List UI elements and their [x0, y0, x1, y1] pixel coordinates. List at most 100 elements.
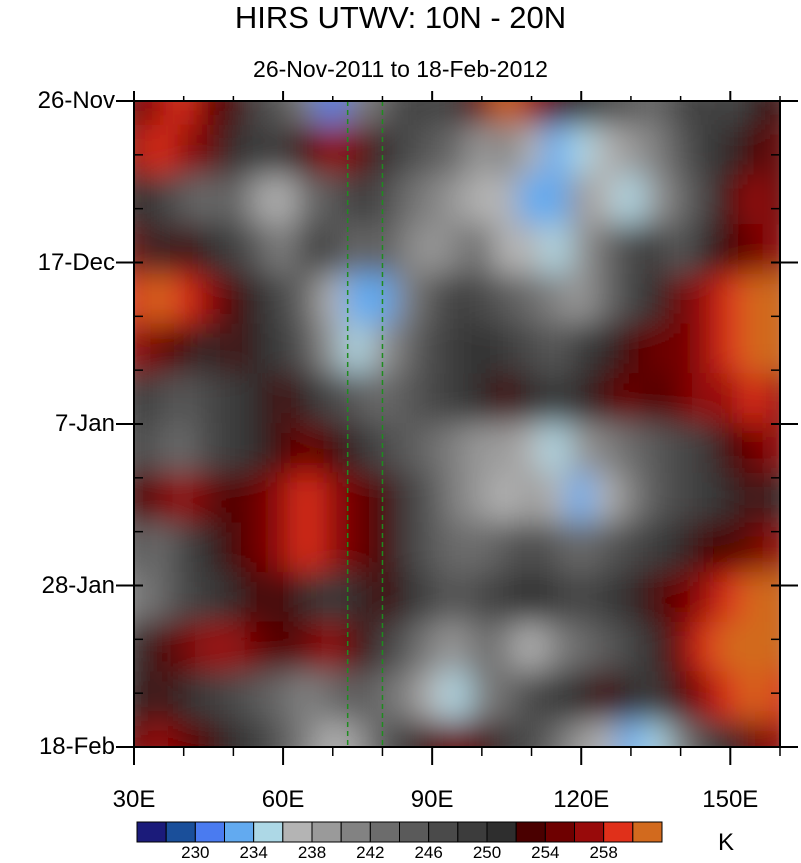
field-cell [741, 174, 769, 227]
field-cell [617, 671, 645, 724]
field-cell [369, 423, 396, 475]
field-cell [195, 174, 222, 227]
field-cell [542, 124, 570, 177]
field-cell [269, 273, 297, 326]
field-cell [219, 224, 247, 276]
field-cell [617, 373, 645, 425]
field-cell [195, 101, 222, 127]
field-cell [393, 124, 421, 177]
field-cell [716, 174, 744, 227]
field-cell [344, 423, 372, 475]
colorbar-label: 250 [472, 843, 502, 862]
field-cell [145, 671, 173, 724]
field-cell [219, 273, 247, 326]
field-cell [542, 423, 570, 475]
field-cell [741, 472, 769, 525]
field-cell [219, 721, 247, 747]
axis-ticks [116, 91, 798, 765]
field-cell [393, 423, 421, 475]
field-cell [393, 273, 421, 326]
field-cell [692, 572, 719, 624]
field-cell [319, 721, 347, 747]
field-cell [667, 174, 695, 227]
field-cell [170, 522, 198, 575]
field-cell [244, 273, 272, 326]
field-cell [542, 101, 570, 127]
field-cell [393, 174, 421, 227]
field-cell [592, 224, 620, 276]
field-cell [145, 472, 173, 525]
field-cell [319, 572, 347, 624]
field-cell [195, 522, 222, 575]
field-cell [493, 273, 521, 326]
field-cell [493, 572, 521, 624]
field-cell [716, 721, 744, 747]
field-cell [344, 572, 372, 624]
field-cell [493, 124, 521, 177]
field-cell [493, 174, 521, 227]
field-cell [294, 124, 322, 177]
field-cell [244, 572, 272, 624]
field-cell [418, 621, 446, 674]
field-cell [766, 721, 780, 747]
field-cell [393, 671, 421, 724]
field-cell [319, 273, 347, 326]
field-cell [592, 621, 620, 674]
field-cell [592, 572, 620, 624]
field-cell [294, 174, 322, 227]
field-cell [418, 522, 446, 575]
colorbar-box [515, 821, 546, 843]
field-cell [542, 721, 570, 747]
field-cell [443, 224, 471, 276]
field-cell [468, 621, 496, 674]
field-cell [617, 721, 645, 747]
field-cell [716, 224, 744, 276]
field-cell [294, 572, 322, 624]
field-cell [741, 423, 769, 475]
field-cell [642, 721, 670, 747]
colorbar-box [165, 821, 196, 843]
field-cell [294, 323, 322, 376]
field-cell [692, 522, 719, 575]
field-cell [667, 522, 695, 575]
field-cell [418, 224, 446, 276]
field-cell [766, 101, 780, 127]
field-cell [294, 621, 322, 674]
field-cell [741, 101, 769, 127]
field-cell [294, 224, 322, 276]
field-cell [244, 323, 272, 376]
field-cell [468, 522, 496, 575]
field-cell [667, 373, 695, 425]
x-tick-label: 150E [702, 786, 759, 813]
field-cell [269, 224, 297, 276]
field-cell [195, 423, 222, 475]
field-cell [468, 323, 496, 376]
field-cell [418, 101, 446, 127]
colorbar-label: 230 [181, 843, 210, 862]
field-cell [468, 472, 496, 525]
field-cell [617, 101, 645, 127]
field-cell [170, 224, 198, 276]
colorbar-label: 254 [531, 843, 560, 862]
field-cell [542, 323, 570, 376]
field-cell [319, 124, 347, 177]
field-cell [145, 101, 173, 127]
field-cell [542, 273, 570, 326]
field-cell [592, 273, 620, 326]
field-cell [195, 124, 222, 177]
chart-title: HIRS UTWV: 10N - 20N [234, 0, 567, 35]
colorbar-box [544, 821, 575, 843]
field-cell [319, 224, 347, 276]
field-cell [692, 373, 719, 425]
colorbar-box [603, 821, 634, 843]
field-cell [244, 423, 272, 475]
field-cell [741, 522, 769, 575]
field-cell [493, 373, 521, 425]
field-cell [692, 621, 719, 674]
field-cell [219, 572, 247, 624]
colorbar-box [369, 821, 401, 843]
field-cell [567, 671, 595, 724]
field-cell [134, 101, 148, 127]
colorbar [136, 821, 663, 843]
